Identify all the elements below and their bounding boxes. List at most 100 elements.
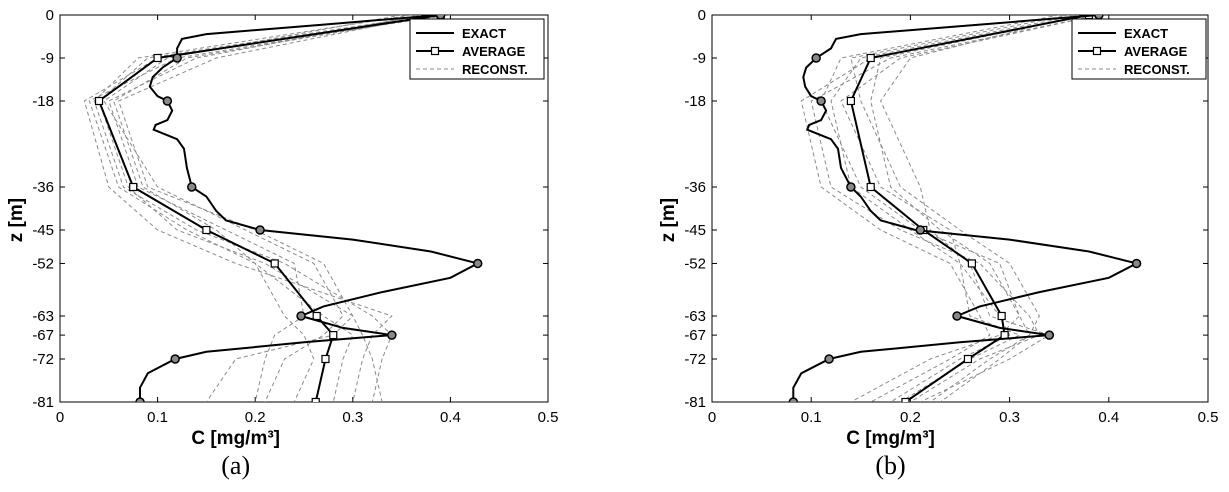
exact-point	[255, 225, 265, 235]
y-tick-label: -18	[32, 93, 54, 110]
legend: EXACT AVERAGE RECONST.	[1071, 18, 1207, 80]
exact-point	[816, 96, 826, 106]
x-tick-label: 0.5	[1198, 409, 1219, 426]
y-tick-label: -81	[32, 394, 54, 411]
y-tick-label: -67	[684, 327, 706, 344]
x-tick-label: 0.4	[440, 409, 461, 426]
average-line	[97, 15, 441, 402]
average-point	[312, 311, 321, 321]
x-tick-label: 0.2	[900, 409, 921, 426]
legend-label-2: AVERAGE	[1124, 44, 1188, 59]
legend: EXACT AVERAGE RECONST.	[409, 18, 545, 80]
legend-label-3: RECONST.	[462, 62, 528, 77]
x-tick-label: 0.3	[342, 409, 363, 426]
average-point	[270, 259, 279, 268]
x-tick-label: 0.2	[245, 409, 266, 426]
reconst-line-4	[83, 15, 451, 402]
exact-point	[952, 311, 962, 321]
legend-label-1: EXACT	[462, 26, 506, 41]
exact-point	[846, 182, 856, 192]
exact-point	[915, 225, 926, 235]
x-tick-label: 0	[708, 409, 716, 426]
exact-point	[1044, 330, 1055, 340]
y-tick-label: 0	[698, 7, 706, 24]
legend-average-marker	[1092, 46, 1102, 56]
legend-label-3: RECONST.	[1124, 62, 1190, 77]
y-tick-label: 0	[46, 7, 54, 24]
y-tick-label: -9	[693, 50, 706, 67]
legend-label-1: EXACT	[1124, 26, 1168, 41]
x-tick-label: 0.1	[147, 409, 168, 426]
panel-label: (a)	[221, 451, 250, 480]
y-tick-label: -18	[684, 93, 706, 110]
reconst-line-1	[117, 15, 431, 402]
reconst-line-7	[103, 15, 402, 402]
y-axis-label: z [m]	[658, 198, 679, 242]
y-tick-label: -9	[41, 50, 54, 67]
y-tick-label: -45	[32, 222, 54, 239]
reconst-line-5	[98, 15, 431, 402]
y-tick-label: -52	[684, 255, 706, 272]
exact-point	[1094, 15, 1104, 20]
y-tick-label: -52	[32, 255, 54, 272]
x-tick-label: 0	[56, 409, 64, 426]
x-axis-label: C [mg/m³]	[846, 428, 935, 449]
y-tick-label: -63	[684, 308, 706, 325]
average-point	[311, 397, 320, 402]
exact-point	[172, 53, 182, 63]
chart-panel-a: 0 0.1 0.2 0.3 0.4 0.5 0 -9 -18 -36 -45 -52 -63 -67 -72…	[6, 7, 558, 480]
exact-point	[1131, 258, 1142, 269]
x-tick-label: 0.4	[1098, 409, 1119, 426]
average-point	[846, 96, 855, 106]
average-point	[901, 397, 910, 402]
x-tick-label: 0.3	[999, 409, 1020, 426]
panel-label: (b)	[875, 451, 905, 480]
chart-panel-b: 0 0.1 0.2 0.3 0.4 0.5 0 -9 -18 -36 -45 -52 -63 -67 -72…	[658, 7, 1218, 480]
average-point	[153, 53, 162, 63]
exact-point	[170, 354, 180, 364]
y-tick-label: -67	[32, 327, 54, 344]
y-tick-label: -72	[684, 351, 706, 368]
exact-point	[162, 96, 173, 106]
average-point	[997, 311, 1006, 321]
y-tick-label: -45	[684, 222, 706, 239]
average-point	[866, 182, 875, 192]
average-point	[321, 354, 330, 364]
exact-point	[824, 354, 834, 364]
average-line	[849, 15, 1090, 402]
legend-average-marker	[430, 46, 440, 56]
y-tick-label: -72	[32, 351, 54, 368]
reconst-line-4	[800, 15, 1090, 402]
x-tick-label: 0.5	[538, 409, 559, 426]
exact-point	[135, 397, 145, 402]
y-tick-label: -81	[684, 394, 706, 411]
exact-point	[187, 182, 197, 192]
average-point	[129, 182, 138, 192]
average-point	[967, 259, 977, 268]
y-tick-label: -36	[684, 179, 706, 196]
average-point	[963, 354, 973, 364]
reconst-line-8	[840, 15, 1100, 402]
average-point	[866, 53, 875, 63]
reconst-line-1	[870, 15, 1090, 402]
average-point	[329, 331, 338, 340]
reconst-line-7	[820, 15, 1060, 402]
legend-label-2: AVERAGE	[462, 44, 526, 59]
y-tick-label: -63	[32, 308, 54, 325]
reconst-line-5	[850, 15, 1070, 402]
average-point	[202, 225, 211, 235]
exact-point	[788, 397, 799, 402]
x-tick-label: 0.1	[801, 409, 822, 426]
y-tick-label: -36	[32, 179, 54, 196]
plot-layer	[83, 15, 483, 402]
plot-layer	[788, 15, 1142, 402]
exact-point	[811, 53, 821, 63]
exact-point	[435, 15, 446, 20]
x-axis-label: C [mg/m³]	[191, 428, 280, 449]
y-axis-label: z [m]	[6, 198, 27, 242]
exact-point	[387, 330, 397, 340]
average-point	[94, 96, 104, 106]
exact-point	[472, 258, 483, 269]
exact-point	[296, 311, 306, 321]
